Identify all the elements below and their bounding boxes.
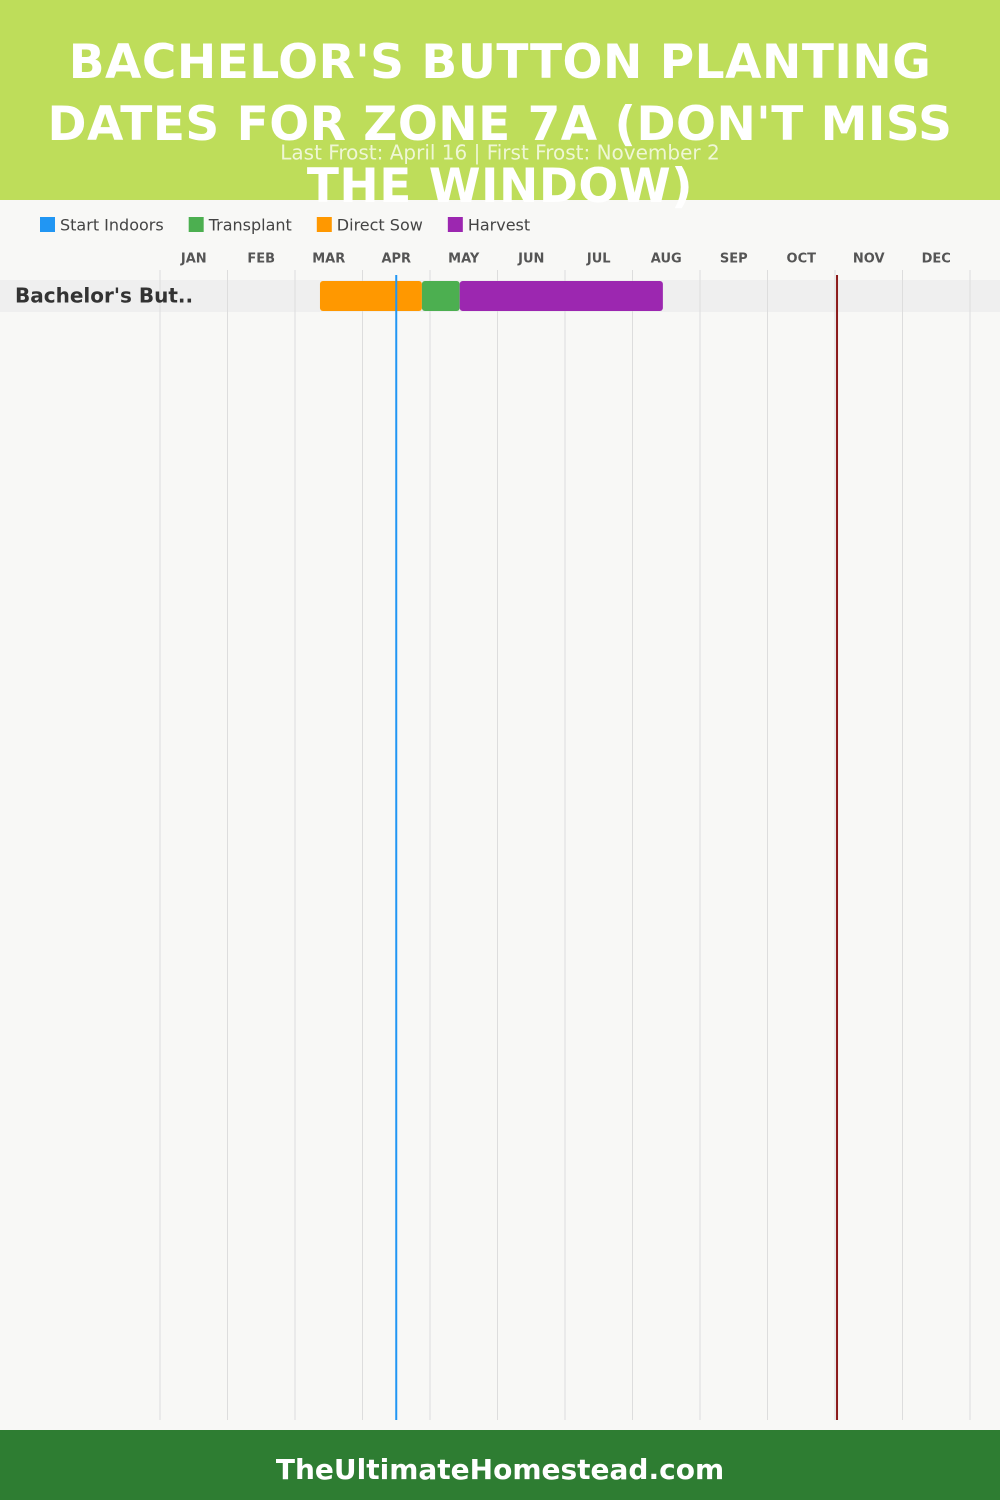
month-label: SEP [720, 252, 748, 267]
legend-label: Start Indoors [60, 216, 164, 235]
month-label: DEC [922, 252, 951, 267]
footer-band [0, 1430, 1000, 1500]
footer: TheUltimateHomestead.com [276, 1453, 724, 1486]
row-label: Bachelor's But.. [15, 284, 193, 308]
month-label: NOV [853, 252, 885, 267]
legend-label: Direct Sow [337, 216, 423, 235]
legend-swatch [188, 217, 204, 232]
month-label: MAY [448, 252, 480, 267]
month-label: APR [381, 252, 411, 267]
gantt-segment [421, 281, 460, 311]
legend-label: Harvest [468, 216, 530, 235]
chart-title: BACHELOR'S BUTTON PLANTING DATES FOR ZON… [47, 35, 953, 214]
gantt-segment [459, 281, 663, 311]
header-band [0, 0, 1000, 200]
month-label: OCT [787, 252, 817, 267]
legend-label: Transplant [208, 216, 292, 235]
month-label: JUN [517, 252, 544, 267]
month-label: AUG [651, 252, 682, 267]
gantt-segment [319, 281, 422, 311]
legend-swatch [447, 217, 463, 232]
legend-swatch [316, 217, 332, 232]
month-label: FEB [247, 252, 275, 267]
month-label: JUL [586, 252, 611, 267]
legend-swatch [40, 217, 55, 232]
month-label: MAR [312, 252, 345, 267]
month-label: JAN [180, 252, 207, 267]
subtitle: Last Frost: April 16 | First Frost: Nove… [280, 141, 719, 165]
